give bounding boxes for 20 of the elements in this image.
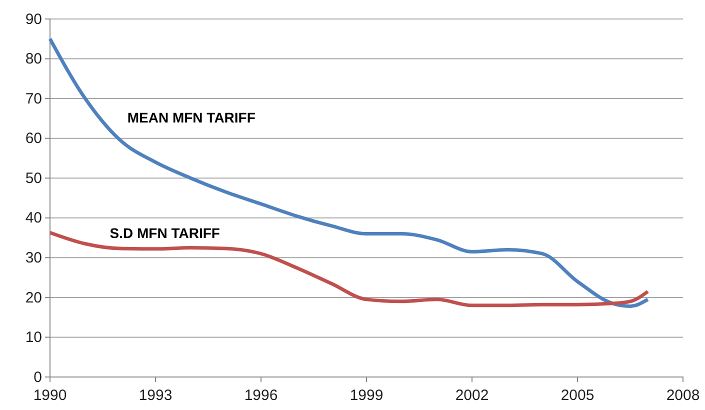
y-tick-label: 10	[25, 329, 42, 346]
y-tick-label: 20	[25, 289, 42, 306]
x-tick-label: 1993	[138, 387, 172, 404]
series-label: MEAN MFN TARIFF	[127, 109, 256, 126]
x-tick-label: 1990	[33, 387, 67, 404]
y-tick-label: 50	[25, 170, 42, 187]
line-series	[48, 37, 650, 308]
series-label: S.D MFN TARIFF	[110, 224, 220, 241]
x-tick-label: 2002	[455, 387, 489, 404]
y-tick-label: 0	[34, 368, 42, 386]
y-tick-label: 40	[25, 210, 42, 227]
y-tick-label: 80	[25, 50, 42, 68]
y-tick-label: 60	[25, 130, 42, 148]
y-tick-label: 70	[25, 90, 42, 108]
x-tick-label: 1999	[350, 387, 384, 404]
x-tick-label: 2008	[666, 387, 700, 404]
y-tick-label: 30	[25, 249, 42, 266]
x-tick-label: 2005	[560, 387, 594, 404]
y-tick-label: 90	[25, 10, 42, 28]
x-tick-label: 1996	[244, 387, 278, 404]
